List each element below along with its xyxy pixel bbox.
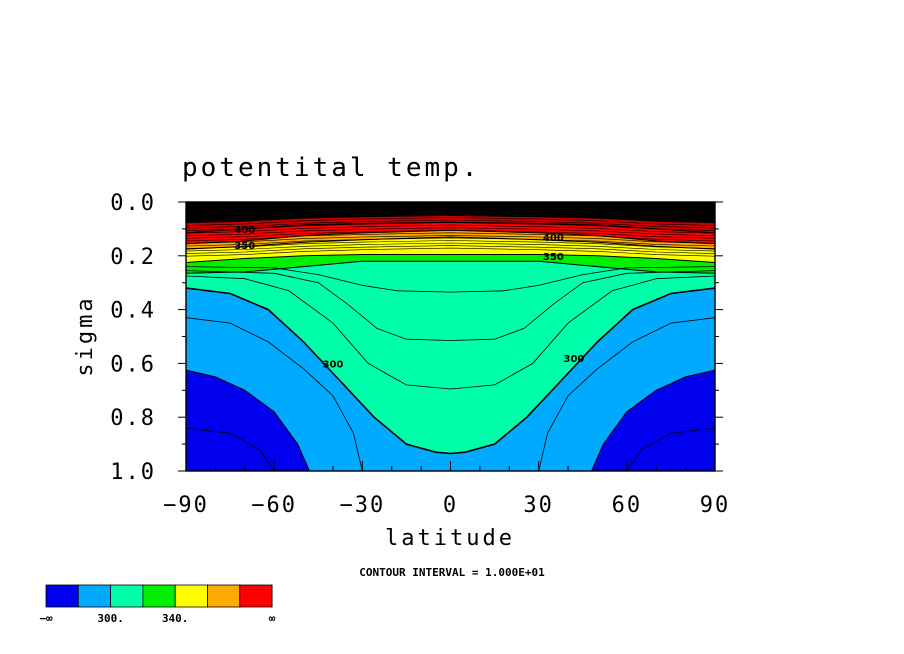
legend-swatch [45, 584, 79, 608]
x-tick-label: 30 [523, 493, 554, 518]
band-lt290-south [186, 370, 310, 471]
band-gt500 [186, 202, 715, 223]
contour-line-upper [186, 224, 715, 234]
contour-line-c295-north [538, 317, 715, 471]
legend-swatch [239, 584, 273, 608]
contour-line-upper [186, 217, 715, 226]
x-axis-label: latitude [385, 526, 515, 551]
band-lt290-north [591, 370, 715, 471]
contour-line-upper [186, 245, 715, 254]
contour-line-upper [186, 247, 715, 257]
contour-line-c310-north [450, 275, 715, 390]
x-tick-label: −30 [339, 493, 385, 518]
contour-interval-note: CONTOUR INTERVAL = 1.000E+01 [359, 566, 545, 579]
x-tick-label: 60 [612, 493, 643, 518]
contour-label: 350 [543, 252, 564, 263]
contour-labels-layer: 300 300 350 350 400 400 450 [234, 203, 584, 370]
contour-label: 300 [563, 354, 584, 365]
contour-line-upper [186, 219, 715, 229]
contour-line-upper [186, 242, 715, 252]
contour-label: 400 [543, 233, 564, 244]
chart-title: potentital temp. [182, 153, 480, 183]
contour-label: 450 [455, 203, 476, 214]
legend-swatch [142, 584, 176, 608]
y-tick-label: 0.6 [110, 352, 156, 377]
legend-swatch [77, 584, 112, 608]
x-tick-label: 90 [700, 493, 731, 518]
legend-swatch [110, 584, 144, 608]
legend-label: 340. [162, 612, 189, 625]
contour-line-c330-south [186, 266, 451, 293]
contour-line-upper [186, 229, 715, 239]
legend-swatch [174, 584, 208, 608]
contour-line-c285-north [626, 427, 715, 471]
legend-swatch [207, 584, 241, 608]
contour-line-lt290-north [591, 369, 715, 471]
contour-line-c330-north [450, 266, 715, 293]
contour-line-gt500 [186, 214, 715, 223]
y-tick-label: 0.8 [110, 406, 156, 431]
contour-lines-layer [186, 214, 715, 471]
x-tick-label: −90 [163, 493, 209, 518]
contour-line-upper [186, 240, 715, 249]
contour-line-upper [186, 237, 715, 247]
contour-line-lt290-south [186, 369, 310, 471]
contour-label: 350 [234, 241, 255, 252]
contour-label: 400 [234, 225, 255, 236]
contour-line-upper [186, 222, 715, 231]
color-legend: −∞ 300. 340. ∞ [39, 584, 276, 625]
contour-line-c295-south [186, 317, 363, 471]
contour-line-340-360 [186, 254, 715, 263]
contour-label: 300 [323, 359, 344, 370]
x-tick-label: −60 [251, 493, 297, 518]
contour-line-420-500 [186, 221, 715, 234]
x-tick-label: 0 [443, 493, 458, 518]
y-tick-label: 0.2 [110, 245, 156, 270]
contour-line-upper [186, 214, 715, 224]
legend-label: ∞ [269, 612, 276, 625]
legend-label: −∞ [39, 612, 53, 625]
contour-line-upper [186, 235, 715, 244]
contour-line-c285-south [186, 427, 275, 471]
y-axis-label: sigma [73, 295, 98, 376]
contour-line-360-380 [186, 236, 715, 250]
contour-line-320-340 [186, 260, 715, 274]
contour-line-upper [186, 227, 715, 237]
y-tick-label: 0.4 [110, 299, 156, 324]
contour-fill-layer [186, 202, 715, 471]
y-tick-label: 1.0 [110, 460, 156, 485]
contour-line-300-320 [186, 287, 715, 455]
contour-line-c315-north [450, 270, 715, 341]
axis-ticks-layer: −90 −60 −30 0 30 60 90 0.0 0.2 0.4 0.6 0.8 1.0 [110, 191, 731, 518]
contour-line-c310-south [186, 275, 451, 390]
legend-label: 300. [97, 612, 124, 625]
contour-line-c315-south [186, 270, 451, 341]
contour-line-upper [186, 232, 715, 242]
y-tick-label: 0.0 [110, 191, 156, 216]
